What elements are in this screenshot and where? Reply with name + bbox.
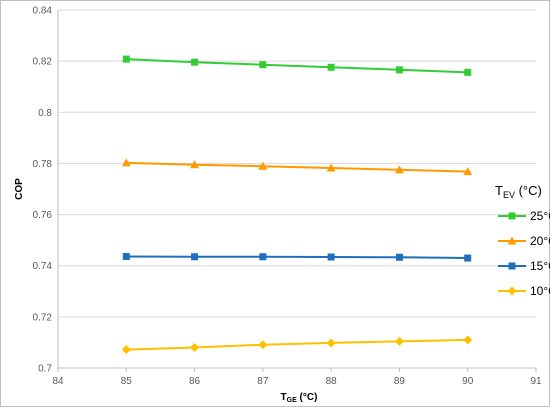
data-point xyxy=(191,58,199,66)
series-line xyxy=(126,58,468,74)
x-axis-title-main: T xyxy=(281,392,287,403)
data-point xyxy=(326,163,336,172)
data-point xyxy=(395,66,403,74)
data-point xyxy=(259,253,267,261)
series-1 xyxy=(121,158,473,176)
data-point xyxy=(258,161,268,170)
data-point xyxy=(190,343,200,353)
y-tick-label: 0.8 xyxy=(38,108,52,119)
y-tick-label: 0.76 xyxy=(33,210,53,221)
data-point xyxy=(395,253,403,261)
y-tick-label: 0.7 xyxy=(38,364,52,375)
data-point xyxy=(327,253,335,261)
axes: 0.7 0.72 0.74 0.76 0.78 0.8 0.82 0.84 84 85 86 87 88… xyxy=(33,6,542,388)
legend-title-unit: (°C) xyxy=(515,183,542,198)
data-point xyxy=(464,254,472,262)
data-point xyxy=(122,253,130,261)
data-point xyxy=(121,158,131,167)
x-tick-label: 89 xyxy=(394,376,406,387)
legend-label: 10°C xyxy=(530,284,550,298)
x-tick-label: 90 xyxy=(462,376,474,387)
y-tick-label: 0.78 xyxy=(33,159,53,170)
y-tick-label: 0.72 xyxy=(33,312,53,323)
legend-label: 25°C xyxy=(530,209,550,223)
data-point xyxy=(258,340,268,350)
data-point xyxy=(394,165,404,174)
series-line xyxy=(126,255,468,259)
series-group xyxy=(121,55,473,355)
x-axis-title-sub: GE xyxy=(287,397,297,404)
legend-entry: 10°C xyxy=(498,284,550,298)
data-point xyxy=(122,55,130,63)
data-point xyxy=(464,68,472,76)
data-point xyxy=(259,61,267,69)
series-0 xyxy=(122,55,472,76)
data-point xyxy=(394,336,404,346)
data-point xyxy=(463,167,473,176)
data-point xyxy=(327,63,335,71)
x-tick-label: 88 xyxy=(326,376,338,387)
data-point xyxy=(121,345,131,355)
series-line xyxy=(126,161,468,173)
x-tick-label: 85 xyxy=(121,376,133,387)
y-tick-label: 0.74 xyxy=(33,261,53,272)
y-axis-title: COP xyxy=(14,178,25,200)
x-axis-title: TGE (°C) xyxy=(281,392,318,404)
x-tick-label: 84 xyxy=(52,376,64,387)
legend-swatch-marker xyxy=(508,212,516,220)
legend: 25°C 20°C 15°C 10°C xyxy=(498,209,550,298)
data-point xyxy=(191,253,199,261)
legend-swatch-marker xyxy=(507,236,517,245)
legend-entry: 25°C xyxy=(498,209,550,223)
x-tick-label: 91 xyxy=(530,376,542,387)
series-line xyxy=(126,338,468,351)
series-2 xyxy=(122,253,472,262)
series-3 xyxy=(121,335,473,355)
x-axis-title-unit: (°C) xyxy=(297,392,318,403)
data-point xyxy=(463,335,473,345)
legend-title-main: T xyxy=(495,183,503,198)
legend-entry: 20°C xyxy=(498,234,550,248)
legend-title: TEV (°C) xyxy=(495,183,542,200)
legend-swatch-marker xyxy=(507,286,517,296)
legend-label: 20°C xyxy=(530,234,550,248)
legend-swatch-marker xyxy=(508,262,516,270)
data-point xyxy=(326,338,336,348)
data-point xyxy=(190,160,200,169)
legend-label: 15°C xyxy=(530,259,550,273)
legend-entry: 15°C xyxy=(498,259,550,273)
x-tick-label: 87 xyxy=(257,376,269,387)
y-tick-label: 0.84 xyxy=(33,6,53,17)
legend-title-sub: EV xyxy=(503,190,515,200)
y-tick-label: 0.82 xyxy=(33,57,53,68)
x-tick-label: 86 xyxy=(189,376,201,387)
